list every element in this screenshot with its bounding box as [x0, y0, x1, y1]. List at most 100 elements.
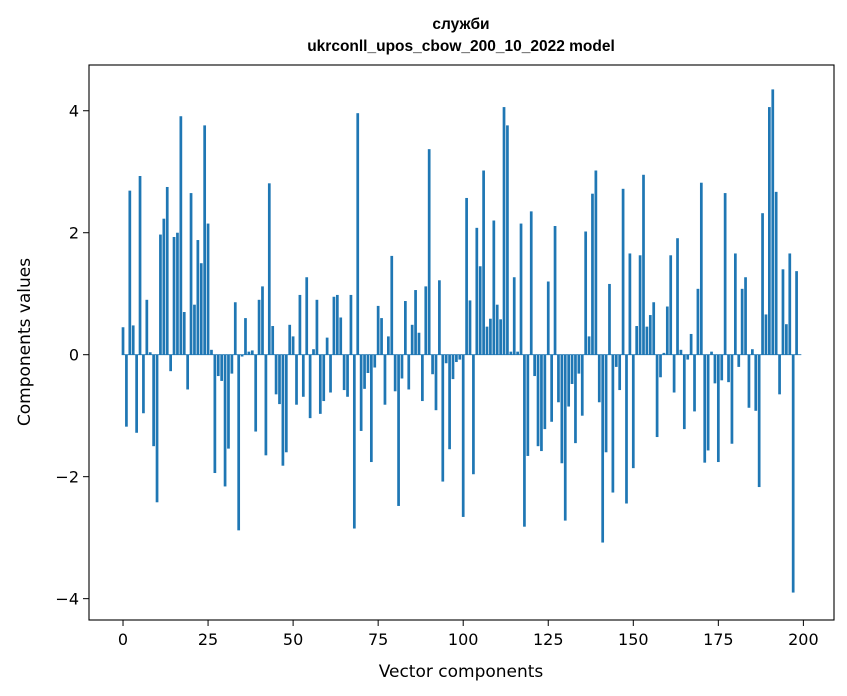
bar-195 — [785, 324, 788, 355]
bar-160 — [665, 306, 669, 355]
bar-168 — [693, 354, 696, 412]
bar-145 — [614, 354, 618, 367]
bar-141 — [601, 354, 605, 543]
bar-69 — [356, 113, 360, 355]
x-tick-label: 75 — [368, 630, 388, 649]
bar-198 — [795, 271, 798, 355]
bar-56 — [312, 349, 315, 355]
bar-14 — [169, 354, 172, 372]
x-tick-label: 50 — [283, 630, 303, 649]
bar-110 — [495, 304, 499, 355]
bar-66 — [346, 354, 349, 397]
bar-15 — [172, 236, 176, 355]
bar-21 — [193, 304, 196, 355]
y-axis-label: Components values — [15, 258, 35, 426]
bar-109 — [492, 220, 496, 355]
bar-151 — [635, 326, 639, 355]
bar-48 — [284, 354, 288, 453]
bar-101 — [465, 197, 468, 355]
bar-94 — [441, 354, 445, 482]
bar-186 — [754, 354, 758, 411]
bar-174 — [713, 354, 717, 384]
bar-166 — [686, 354, 690, 360]
bar-71 — [363, 354, 366, 389]
bar-90 — [427, 149, 431, 355]
bar-146 — [618, 354, 622, 391]
bar-62 — [332, 296, 336, 355]
bar-74 — [373, 354, 377, 368]
bar-22 — [196, 240, 200, 355]
bar-161 — [669, 255, 673, 355]
bar-97 — [451, 354, 455, 380]
bar-3 — [131, 325, 135, 355]
bar-2 — [128, 190, 132, 355]
bar-183 — [744, 277, 747, 355]
y-axis-ticks: −4 −2 0 2 4 — [55, 102, 89, 609]
bar-95 — [444, 354, 448, 364]
bar-54 — [305, 277, 309, 355]
bar-36 — [244, 318, 247, 355]
bar-177 — [723, 193, 727, 355]
bar-35 — [240, 354, 244, 357]
bar-72 — [366, 354, 370, 373]
bar-132 — [570, 354, 574, 384]
bar-114 — [509, 351, 513, 355]
bar-176 — [720, 354, 724, 381]
bar-190 — [768, 107, 771, 355]
bar-117 — [519, 223, 523, 355]
bar-159 — [662, 352, 666, 355]
bar-107 — [485, 326, 489, 355]
bar-122 — [536, 354, 540, 447]
bar-59 — [322, 354, 326, 402]
bar-34 — [237, 354, 241, 531]
x-tick-label: 100 — [448, 630, 479, 649]
bar-164 — [679, 349, 683, 355]
x-tick-label: 25 — [198, 630, 218, 649]
bar-86 — [414, 290, 417, 355]
bar-154 — [645, 326, 649, 355]
bar-180 — [733, 253, 737, 355]
bar-17 — [179, 116, 183, 355]
bar-163 — [676, 238, 679, 355]
x-tick-label: 150 — [618, 630, 649, 649]
bar-165 — [682, 354, 686, 430]
bar-18 — [182, 312, 186, 355]
bar-120 — [529, 211, 533, 355]
bar-152 — [638, 255, 642, 355]
bar-4 — [135, 354, 138, 433]
bar-23 — [199, 263, 203, 355]
bar-91 — [431, 354, 434, 375]
chart-subtitle: ukrconll_upos_cbow_200_10_2022 model — [307, 38, 615, 55]
bar-38 — [250, 350, 254, 355]
bar-103 — [472, 354, 475, 475]
bar-64 — [339, 317, 343, 355]
plot-frame — [88, 64, 835, 621]
bar-115 — [512, 277, 516, 355]
bar-93 — [438, 280, 441, 355]
bar-194 — [781, 269, 785, 355]
bar-51 — [295, 354, 298, 405]
bar-79 — [390, 255, 394, 355]
y-tick-label: −2 — [55, 468, 79, 487]
bar-193 — [778, 354, 781, 395]
bar-150 — [631, 354, 635, 469]
bar-184 — [747, 354, 751, 408]
bar-13 — [165, 186, 169, 355]
bar-143 — [608, 283, 611, 355]
bar-156 — [652, 302, 656, 355]
bar-133 — [574, 354, 577, 444]
bar-108 — [489, 318, 492, 355]
bar-87 — [417, 332, 421, 355]
bar-191 — [771, 89, 775, 355]
bar-157 — [655, 354, 659, 438]
bar-68 — [352, 354, 356, 529]
bar-124 — [543, 354, 547, 430]
bar-111 — [499, 319, 502, 355]
bar-130 — [563, 354, 567, 521]
bar-39 — [254, 354, 258, 432]
bar-196 — [788, 253, 792, 355]
y-tick-label: 0 — [69, 346, 79, 365]
x-axis-ticks: 0 25 50 75 100 125 150 175 200 — [118, 620, 819, 649]
bar-53 — [301, 354, 305, 397]
